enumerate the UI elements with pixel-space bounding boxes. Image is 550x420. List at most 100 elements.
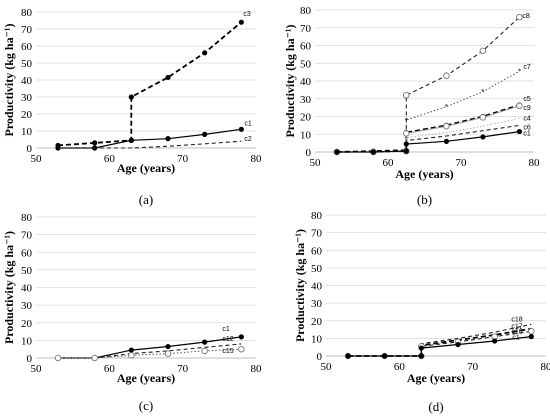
- y-axis-title: Productivity (kg ha⁻¹): [2, 23, 16, 136]
- data-point-c1: [455, 341, 461, 348]
- series-label-c1: c1: [244, 120, 252, 127]
- series-label-c17: c17: [511, 324, 522, 331]
- x-axis-title: Age (years): [117, 161, 175, 175]
- y-tick-label: 60: [21, 247, 33, 259]
- data-point-c9: [403, 130, 410, 137]
- data-point-c7: *: [518, 68, 522, 76]
- x-tick-label: 50: [31, 153, 43, 165]
- y-tick-label: 80: [21, 212, 33, 224]
- data-point-c15: [54, 354, 62, 362]
- series-label-c9: c9: [523, 105, 531, 112]
- y-tick-label: 10: [300, 129, 312, 141]
- data-point-c1: [165, 343, 171, 350]
- series-line-c3: [57, 21, 242, 147]
- series-label-c1: c1: [222, 326, 230, 333]
- x-tick-label: 60: [394, 361, 406, 373]
- data-point-c7: *: [481, 88, 485, 96]
- data-point-c9: [516, 102, 523, 110]
- x-tick-label: 60: [104, 363, 116, 375]
- y-tick-label: 20: [300, 112, 312, 124]
- data-point-c1: [238, 126, 244, 132]
- y-tick-label: 60: [21, 41, 33, 53]
- series-label-c1: c1: [523, 131, 531, 138]
- x-tick-label: 70: [467, 361, 479, 373]
- series-label-c8: c8: [522, 13, 530, 20]
- series-line-c1: [348, 336, 532, 357]
- y-tick-label: 70: [21, 230, 33, 242]
- x-tick-label: 70: [177, 363, 189, 375]
- y-axis-title: Productivity (kg ha⁻¹): [283, 24, 297, 137]
- series-line-c1: [336, 131, 520, 153]
- data-point-c16: [528, 328, 535, 335]
- y-tick-label: 30: [311, 298, 323, 310]
- data-point-c15: [91, 354, 98, 362]
- x-tick-label: 80: [541, 361, 550, 373]
- y-tick-label: 80: [311, 210, 323, 222]
- chart-panel-3: 0 10 20 30 40 50 60 70 80 50 60 70 80 Age (years) Prod…: [2, 212, 262, 413]
- y-tick-label: 40: [300, 76, 312, 88]
- data-point-c9: [443, 123, 450, 130]
- series-line-c8: [336, 16, 520, 153]
- series-line-c16: [348, 330, 532, 357]
- y-tick-label: 0: [27, 143, 33, 155]
- y-tick-label: 50: [300, 58, 312, 70]
- x-tick-label: 50: [321, 361, 333, 373]
- y-tick-label: 80: [300, 5, 312, 17]
- y-tick-label: 80: [21, 7, 33, 19]
- data-point-c1: [238, 334, 244, 340]
- chart-panel-4: 0 10 20 30 40 50 60 70 80 50 60 70 80 Age (years) Prod…: [293, 210, 550, 414]
- series-line-c17: [348, 327, 532, 357]
- data-point-c3: [92, 140, 98, 146]
- data-point-c1: [345, 353, 351, 359]
- data-point-c1: [370, 149, 376, 155]
- series-label-c5: c5: [523, 96, 531, 103]
- y-tick-label: 20: [21, 109, 33, 121]
- data-point-c3: [202, 50, 208, 56]
- data-point-c15: [128, 352, 135, 359]
- y-axis-title: Productivity (kg ha⁻¹): [293, 229, 307, 342]
- data-point-c1: [418, 353, 424, 359]
- y-axis-title: Productivity (kg ha⁻¹): [2, 231, 16, 344]
- series-line-c15: [58, 348, 242, 359]
- series-label-c18: c18: [511, 316, 522, 323]
- series-label-c12: c12: [222, 336, 233, 343]
- data-point-c8: [403, 91, 410, 99]
- series-line-c1: [58, 128, 242, 149]
- data-point-c1: [165, 136, 171, 142]
- data-point-c3: [165, 74, 171, 81]
- chart-panel-2: 0 10 20 30 40 50 60 70 80 50 60 70 80 Age (years) Prod…: [283, 5, 540, 207]
- data-point-c1: [382, 353, 388, 359]
- y-tick-label: 10: [311, 333, 323, 345]
- y-tick-label: 60: [300, 41, 312, 53]
- data-point-c15: [238, 345, 245, 353]
- data-point-c9: [479, 114, 487, 121]
- chart-panel-1: 0 10 20 30 40 50 60 70 80 50 60 70 80 Age (years) Prod…: [2, 7, 262, 207]
- series-label-c16: c16: [511, 328, 522, 335]
- y-tick-label: 40: [311, 281, 323, 293]
- data-point-c8: [479, 47, 487, 55]
- panel-label: (b): [417, 192, 432, 207]
- x-tick-label: 80: [251, 153, 263, 165]
- y-tick-label: 50: [311, 263, 323, 275]
- series-label-c4: c4: [523, 115, 531, 122]
- data-point-c1: [443, 138, 449, 144]
- data-point-c1: [202, 339, 208, 345]
- series-label-c7: c7: [523, 64, 531, 71]
- y-tick-label: 70: [300, 23, 312, 35]
- data-point-c1: [516, 128, 523, 135]
- data-point-c3: [238, 19, 244, 25]
- y-tick-label: 10: [21, 335, 33, 347]
- y-tick-label: 30: [21, 300, 33, 312]
- data-point-c1: [128, 137, 134, 143]
- y-tick-label: 10: [21, 126, 33, 138]
- data-point-c1: [492, 338, 498, 344]
- y-tick-label: 70: [21, 24, 33, 36]
- series-label-c1: c1: [512, 335, 520, 342]
- series-label-c6: c6: [523, 124, 531, 131]
- data-point-c1: [403, 141, 409, 147]
- x-axis-title: Age (years): [407, 371, 465, 385]
- series-label-c15: c15: [222, 348, 233, 355]
- data-point-c7: *: [405, 117, 409, 125]
- x-tick-label: 60: [104, 153, 116, 165]
